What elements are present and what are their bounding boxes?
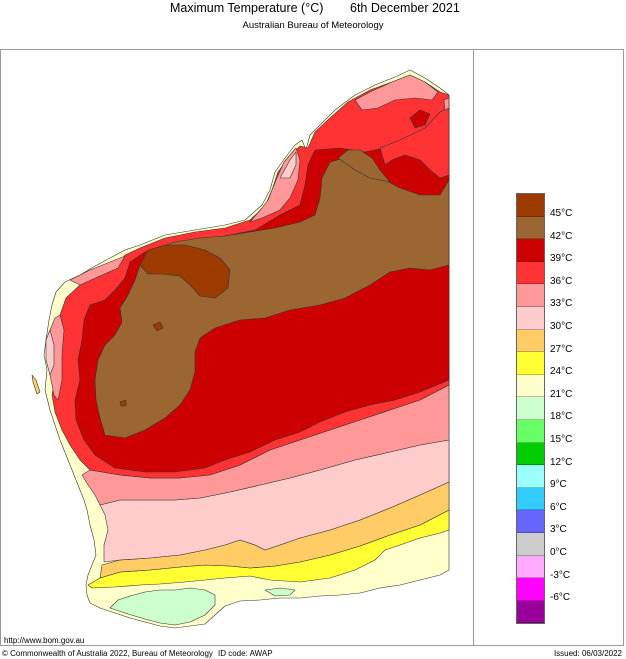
legend-label: 42°C [550,230,573,242]
copyright-text: © Commonwealth of Australia 2022, Bureau… [2,649,213,658]
zone-42-45 [94,157,450,439]
date-text: 6th December 2021 [350,1,460,15]
legend-band [517,419,544,443]
legend-label: 30°C [550,321,573,332]
legend-label: 12°C [550,456,573,468]
legend-label: 24°C [550,366,573,378]
title-text: Maximum Temperature (°C) [170,1,324,15]
legend-band [517,578,544,601]
legend-label: 3°C [550,524,567,536]
legend-band [517,216,544,240]
legend-label: 6°C [550,501,567,513]
legend-band [517,442,544,466]
legend-band [517,352,544,375]
id-code-text: ID code: AWAP [218,649,273,658]
color-legend [516,193,545,625]
frame-divider [473,49,474,646]
map-title: Maximum Temperature (°C) 6th December 20… [0,0,626,16]
issued-date-text: Issued: 06/03/2022 [553,649,622,658]
legend-label: 33°C [550,298,573,310]
legend-label: 9°C [550,479,567,491]
bom-url-link[interactable]: http://www.bom.gov.au [4,636,85,645]
legend-band [517,374,544,398]
map-frame [0,49,624,646]
legend-label: 0°C [550,547,567,558]
legend-band [517,510,544,533]
legend-label: 15°C [550,434,573,445]
legend-band [517,555,544,579]
legend-band [517,600,544,624]
legend-label: 36°C [550,275,573,287]
legend-band [517,306,544,330]
legend-label: 27°C [550,343,573,355]
legend-band [517,261,544,285]
legend-band [517,465,544,488]
zone-18-21 [109,587,216,626]
legend-band [517,329,544,353]
zone-above-45 [139,244,231,299]
legend-label: -3°C [550,569,571,581]
legend-label: 18°C [550,411,573,423]
legend-band [517,487,544,511]
legend-label: 45°C [550,208,573,219]
subtitle: Australian Bureau of Meteorology [242,20,384,31]
legend-label: -6°C [550,592,571,604]
legend-band [517,194,544,217]
legend-band [517,284,544,307]
legend-label: 39°C [550,253,573,265]
legend-label: 21°C [550,388,573,400]
legend-band [517,532,544,556]
legend-band [517,239,544,262]
legend-band [517,397,544,420]
